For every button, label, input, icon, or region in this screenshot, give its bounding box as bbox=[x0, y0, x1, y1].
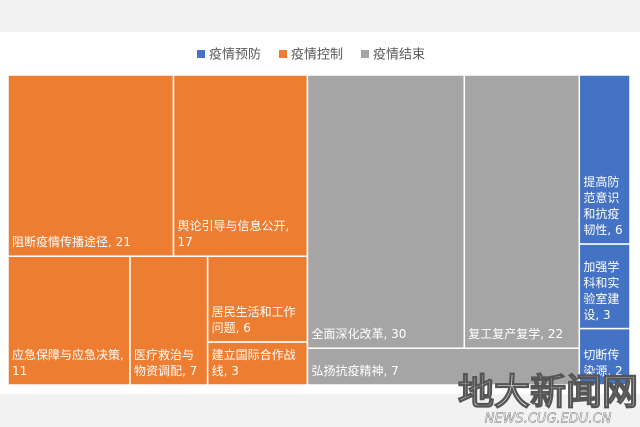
legend-label: 疫情结束 bbox=[373, 47, 425, 63]
tile-label-box: 建立国际合作战线, 3 bbox=[211, 347, 296, 378]
tile-label-box: 应急保障与应急决策, 11 bbox=[12, 347, 124, 378]
tile-label-box: 舆论引导与信息公开, 17 bbox=[177, 219, 290, 250]
tile-label: 居民生活和工作问题, 6 bbox=[211, 305, 296, 336]
legend-label: 疫情预防 bbox=[209, 47, 261, 63]
tile bbox=[129, 255, 209, 386]
tile-label: 建立国际合作战线, 3 bbox=[211, 347, 296, 378]
tile-label: 应急保障与应急决策, 11 bbox=[12, 347, 124, 378]
tile bbox=[206, 341, 309, 386]
tile-label-box: 全面深化改革, 30 bbox=[311, 327, 407, 342]
tile-label-box: 居民生活和工作问题, 6 bbox=[211, 305, 296, 336]
tile-label: 加强学科和实验室建设, 3 bbox=[583, 259, 620, 322]
tile-label-box: 医疗救治与物资调配, 7 bbox=[134, 347, 198, 378]
legend-swatch bbox=[197, 50, 205, 58]
tile-label-box: 弘扬抗疫精神, 7 bbox=[311, 363, 399, 378]
tile bbox=[578, 327, 631, 386]
tile-label: 弘扬抗疫精神, 7 bbox=[311, 363, 399, 378]
legend-swatch bbox=[361, 50, 369, 58]
tile-label-box: 切断传染源, 2 bbox=[583, 347, 623, 378]
watermark-title: 地大新闻网 bbox=[458, 372, 638, 413]
tile-label-box: 阻断疫情传播途径, 21 bbox=[12, 235, 131, 250]
legend-label: 疫情控制 bbox=[291, 47, 343, 63]
legend: 疫情预防 疫情控制 疫情结束 bbox=[197, 47, 425, 63]
tile bbox=[463, 74, 581, 349]
tile bbox=[578, 74, 631, 245]
legend-swatch bbox=[279, 50, 287, 58]
tile-label: 医疗救治与物资调配, 7 bbox=[134, 347, 198, 378]
tile-label-box: 加强学科和实验室建设, 3 bbox=[583, 259, 620, 322]
tile-label: 复工复产复学, 22 bbox=[468, 327, 564, 342]
tile-label: 提高防范意识和抗疫韧性, 6 bbox=[583, 175, 623, 238]
tile bbox=[206, 255, 309, 343]
tile-label: 阻断疫情传播途径, 21 bbox=[12, 235, 131, 250]
tile-label: 全面深化改革, 30 bbox=[311, 327, 407, 342]
tile bbox=[578, 243, 631, 330]
tile-label-box: 提高防范意识和抗疫韧性, 6 bbox=[583, 175, 623, 238]
plot: 阻断疫情传播途径, 21 舆论引导与信息公开, 17 应急保障与应急决策, 11 医疗… bbox=[7, 74, 631, 386]
tile-label-box: 复工复产复学, 22 bbox=[468, 327, 564, 342]
watermark-subtitle: NEWS.CUG.EDU.CN bbox=[485, 412, 612, 427]
tile bbox=[306, 74, 466, 349]
tile-label: 切断传染源, 2 bbox=[583, 347, 623, 378]
tile-label: 舆论引导与信息公开, 17 bbox=[177, 219, 290, 250]
tile bbox=[306, 347, 581, 386]
